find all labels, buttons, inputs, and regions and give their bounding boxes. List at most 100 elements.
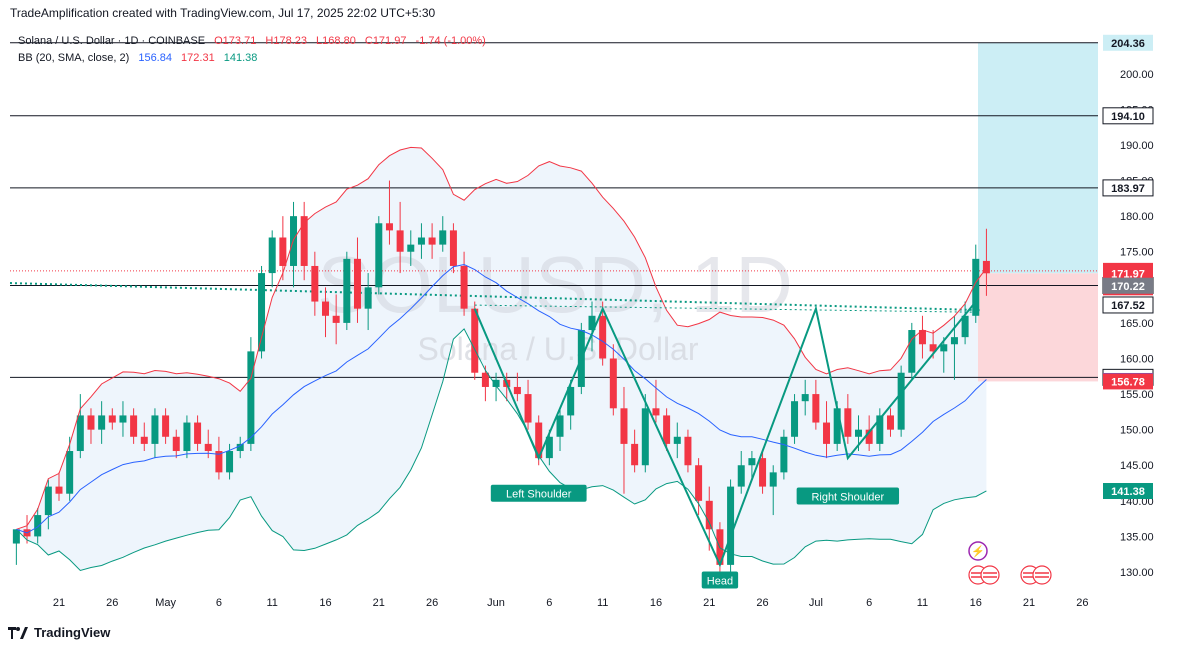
candle-body bbox=[908, 330, 916, 373]
y-tick-label: 150.00 bbox=[1120, 425, 1154, 437]
candle-body bbox=[918, 330, 926, 345]
x-tick-label: Jun bbox=[487, 597, 505, 609]
lightning-glyph: ⚡ bbox=[971, 545, 985, 558]
candle-body bbox=[226, 451, 234, 473]
candle-body bbox=[972, 258, 980, 316]
candle-body bbox=[556, 415, 564, 437]
candle-body bbox=[76, 415, 84, 452]
x-tick-label: 26 bbox=[106, 597, 118, 609]
candle-body bbox=[886, 415, 894, 430]
y-tick-label: 200.00 bbox=[1120, 69, 1154, 81]
tv-logo-icon bbox=[8, 626, 28, 639]
profit-zone bbox=[978, 42, 1098, 274]
x-tick-label: 6 bbox=[866, 597, 872, 609]
candle-body bbox=[737, 465, 745, 487]
x-tick-label: 21 bbox=[53, 597, 65, 609]
candle-body bbox=[524, 394, 532, 423]
candle-body bbox=[961, 315, 969, 338]
candle-body bbox=[215, 451, 223, 473]
tradingview-logo[interactable]: TradingView bbox=[8, 625, 110, 640]
candle-body bbox=[268, 237, 276, 274]
candle-body bbox=[12, 529, 20, 544]
candle-body bbox=[247, 351, 255, 444]
level-label: 183.97 bbox=[1111, 183, 1145, 195]
bb-basis-value: 156.84 bbox=[138, 52, 172, 64]
candle-body bbox=[748, 458, 756, 466]
x-tick-label: 11 bbox=[917, 597, 928, 609]
candle-body bbox=[791, 401, 799, 437]
candle-body bbox=[258, 273, 266, 352]
candle-body bbox=[471, 308, 479, 373]
price-label-bg bbox=[1103, 373, 1153, 390]
price-label: 167.52 bbox=[1111, 300, 1145, 312]
candle-body bbox=[172, 436, 180, 452]
candle-body bbox=[950, 337, 958, 345]
candle-body bbox=[87, 415, 95, 430]
x-tick-label: 26 bbox=[756, 597, 768, 609]
candle-body bbox=[844, 408, 852, 437]
candle-body bbox=[620, 408, 628, 444]
candle-body bbox=[588, 315, 596, 331]
ohlc-low: L168.80 bbox=[316, 35, 356, 47]
candle-body bbox=[343, 258, 351, 323]
flag-stripes bbox=[1035, 572, 1049, 578]
ohlc-close: C171.97 bbox=[364, 35, 407, 47]
candle-body bbox=[876, 415, 884, 444]
candle-body bbox=[513, 386, 521, 395]
candle-body bbox=[119, 415, 127, 423]
y-tick-label: 155.00 bbox=[1120, 389, 1154, 401]
candle-body bbox=[631, 443, 639, 466]
candle-body bbox=[684, 436, 692, 466]
x-tick-label: Jul bbox=[809, 597, 823, 609]
symbol-name: Solana / U.S. Dollar · 1D · COINBASE bbox=[18, 35, 206, 47]
bb-upper-value: 172.31 bbox=[181, 52, 215, 64]
candle-body bbox=[396, 230, 404, 252]
price-label: 171.97 bbox=[1111, 268, 1145, 280]
x-tick-label: 26 bbox=[1076, 597, 1088, 609]
candle-body bbox=[545, 436, 553, 459]
candle-body bbox=[695, 465, 703, 501]
candle-body bbox=[375, 223, 383, 288]
y-tick-label: 175.00 bbox=[1120, 247, 1154, 259]
trend-dotted-line bbox=[9, 282, 981, 312]
bb-label: BB (20, SMA, close, 2) bbox=[18, 52, 130, 64]
bb-upper-line bbox=[16, 146, 987, 530]
y-tick-label: 160.00 bbox=[1120, 353, 1154, 365]
candle-body bbox=[332, 315, 340, 323]
candle-body bbox=[417, 237, 425, 245]
candle-body bbox=[535, 422, 543, 459]
candle-body bbox=[385, 223, 393, 231]
annotation-left-shoulder: Left Shoulder bbox=[506, 489, 572, 501]
annotation-badge bbox=[490, 484, 587, 502]
candle-body bbox=[407, 244, 415, 252]
candle-body bbox=[34, 515, 42, 537]
candle-body bbox=[449, 230, 457, 266]
bb-band-fill bbox=[16, 147, 987, 571]
stop-zone bbox=[978, 273, 1098, 382]
candle-body bbox=[481, 372, 489, 387]
candle-body bbox=[300, 216, 308, 266]
annotation-badge bbox=[796, 487, 900, 505]
candle-body bbox=[929, 344, 937, 352]
symbol-legend: Solana / U.S. Dollar · 1D · COINBASE O17… bbox=[18, 35, 486, 47]
us-flag-icon bbox=[1032, 565, 1052, 585]
candle-body bbox=[311, 265, 319, 302]
x-tick-label: 16 bbox=[970, 597, 982, 609]
tradingview-brand: TradingView bbox=[34, 625, 111, 640]
event-icons: ⚡ bbox=[968, 541, 1052, 585]
x-tick-label: 26 bbox=[426, 597, 438, 609]
watermark-name: Solana / U.S. Dollar bbox=[417, 331, 698, 367]
y-tick-label: 145.00 bbox=[1120, 460, 1154, 472]
ohlc-open: O173.71 bbox=[214, 35, 257, 47]
x-tick-label: 21 bbox=[703, 597, 715, 609]
price-label: 170.22 bbox=[1111, 281, 1145, 293]
candle-body bbox=[663, 415, 671, 444]
price-label-bg bbox=[1103, 483, 1153, 500]
candle-body bbox=[780, 436, 788, 473]
x-tick-label: 6 bbox=[546, 597, 552, 609]
candle-body bbox=[833, 408, 841, 444]
candle-body bbox=[609, 358, 617, 409]
candle-body bbox=[641, 408, 649, 466]
bb-lower-value: 141.38 bbox=[223, 52, 258, 64]
